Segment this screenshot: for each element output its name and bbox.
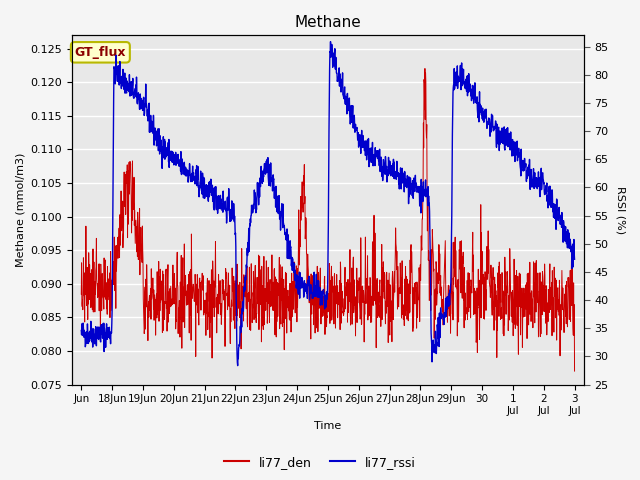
li77_rssi <box>301 282 308 288</box>
li77_rssi <box>418 183 426 189</box>
Y-axis label: Methane (mmol/m3): Methane (mmol/m3) <box>15 153 25 267</box>
li77_den <box>571 368 579 374</box>
X-axis label: Time: Time <box>314 421 342 432</box>
li77_den <box>330 287 337 292</box>
li77_rssi <box>326 39 334 45</box>
li77_den <box>86 278 94 284</box>
li77_den <box>166 311 173 316</box>
Y-axis label: RSSI (%): RSSI (%) <box>615 186 625 234</box>
li77_rssi <box>330 63 338 69</box>
Line: li77_rssi: li77_rssi <box>81 42 575 366</box>
li77_rssi <box>571 256 579 262</box>
li77_rssi <box>234 363 241 369</box>
Title: Methane: Methane <box>294 15 362 30</box>
li77_rssi <box>166 153 173 158</box>
Legend: li77_den, li77_rssi: li77_den, li77_rssi <box>219 451 421 474</box>
li77_den <box>417 233 425 239</box>
li77_den <box>77 291 85 297</box>
Line: li77_den: li77_den <box>81 69 575 371</box>
li77_rssi <box>77 327 85 333</box>
li77_den <box>421 66 429 72</box>
li77_den <box>300 162 308 168</box>
Text: GT_flux: GT_flux <box>75 46 126 59</box>
li77_rssi <box>86 335 94 341</box>
li77_den <box>540 283 547 288</box>
li77_rssi <box>540 178 547 183</box>
